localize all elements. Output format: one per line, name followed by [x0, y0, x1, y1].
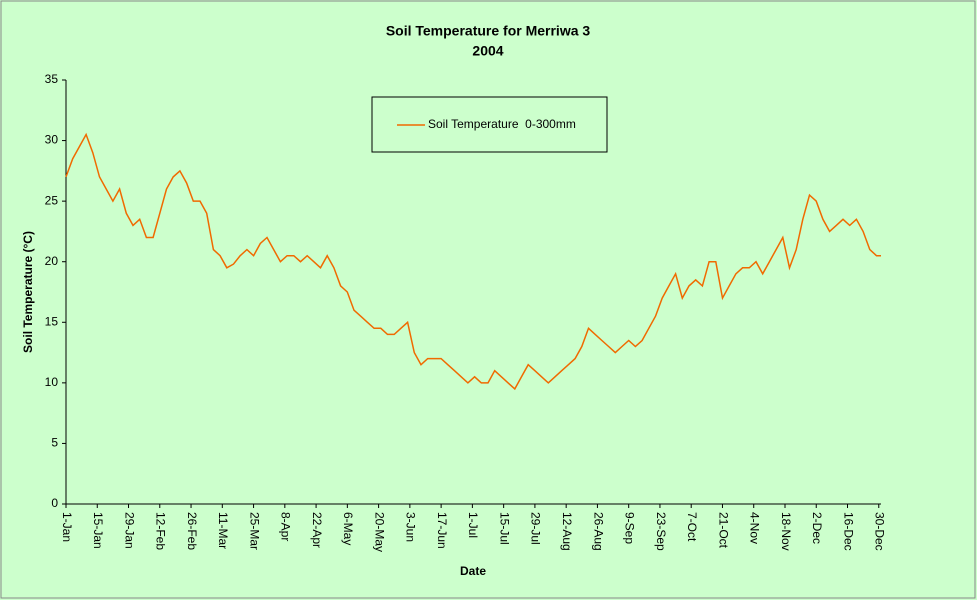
x-tick-label: 11-Mar — [216, 512, 230, 549]
x-tick-label: 25-Mar — [247, 512, 261, 550]
x-axis-label: Date — [460, 564, 486, 578]
x-tick-label: 15-Jul — [497, 512, 511, 545]
chart-subtitle: 2004 — [472, 43, 503, 59]
x-tick-label: 7-Oct — [685, 512, 699, 542]
x-tick-label: 23-Sep — [654, 512, 668, 551]
x-tick-label: 15-Jan — [91, 512, 105, 549]
x-tick-label: 1-Jan — [60, 512, 74, 542]
legend — [371, 96, 608, 153]
y-tick-label: 35 — [45, 72, 59, 86]
x-tick-label: 1-Jul — [466, 512, 480, 538]
y-tick-label: 30 — [45, 133, 59, 147]
legend-label: Soil Temperature 0-300mm — [428, 117, 576, 131]
x-tick-label: 26-Feb — [185, 512, 199, 550]
y-axis-label: Soil Temperature (°C) — [21, 231, 35, 353]
x-tick-label: 22-Apr — [310, 512, 324, 548]
x-tick-label: 16-Dec — [841, 512, 855, 551]
x-tick-label: 12-Feb — [154, 512, 168, 550]
y-tick-label: 15 — [45, 314, 59, 328]
y-tick-label: 25 — [45, 193, 59, 207]
x-tick-label: 29-Jan — [122, 512, 136, 549]
x-tick-label: 12-Aug — [560, 512, 574, 551]
data-line — [65, 132, 881, 391]
x-tick-label: 6-May — [341, 512, 355, 545]
x-tick-label: 18-Nov — [779, 512, 793, 551]
x-tick-label: 26-Aug — [591, 512, 605, 551]
x-tick-label: 8-Apr — [279, 512, 293, 541]
x-tick-label: 4-Nov — [748, 512, 762, 544]
x-tick-label: 29-Jul — [529, 512, 543, 545]
y-tick-label: 5 — [51, 436, 58, 450]
x-tick-label: 20-May — [372, 512, 386, 552]
x-tick-label: 9-Sep — [623, 512, 637, 544]
y-tick-label: 20 — [45, 254, 59, 268]
y-tick-label: 0 — [51, 496, 58, 510]
x-tick-label: 17-Jun — [435, 512, 449, 549]
chart-title: Soil Temperature for Merriwa 3 — [386, 23, 591, 39]
x-tick-label: 3-Jun — [404, 512, 418, 542]
x-tick-label: 30-Dec — [873, 512, 887, 551]
y-tick-label: 10 — [45, 375, 59, 389]
x-tick-label: 2-Dec — [810, 512, 824, 544]
x-tick-label: 21-Oct — [716, 512, 730, 549]
